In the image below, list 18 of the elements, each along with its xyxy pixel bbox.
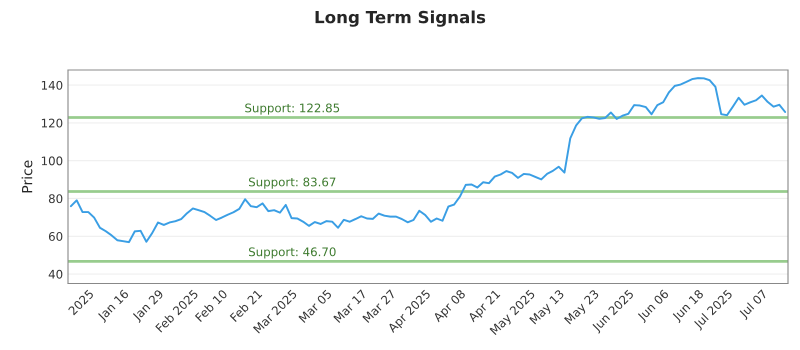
- ref-line-label: Support: 46.70: [248, 247, 336, 259]
- x-tick-label: Apr 08: [432, 289, 468, 324]
- chart-title: Long Term Signals: [316, 10, 486, 27]
- y-tick-label: 100: [42, 156, 62, 166]
- x-tick-label: Jul 07: [738, 289, 770, 320]
- x-tick-label: Feb 21: [229, 289, 262, 322]
- y-tick-label: 60: [48, 232, 62, 241]
- y-tick-label: 120: [42, 118, 62, 128]
- line-series: [70, 77, 786, 244]
- ref-line-label: Support: 83.67: [248, 177, 336, 189]
- y-axis-title: Price: [22, 160, 32, 192]
- x-tick-label: Jan 16: [96, 289, 131, 323]
- y-tick-label: 40: [48, 270, 62, 279]
- x-tick-label: Jun 06: [636, 289, 671, 324]
- x-tick-label: Mar 05: [298, 289, 332, 324]
- y-tick-label: 140: [42, 80, 62, 90]
- ref-line-label: Support: 122.85: [245, 103, 340, 115]
- y-tick-label: 80: [48, 194, 62, 204]
